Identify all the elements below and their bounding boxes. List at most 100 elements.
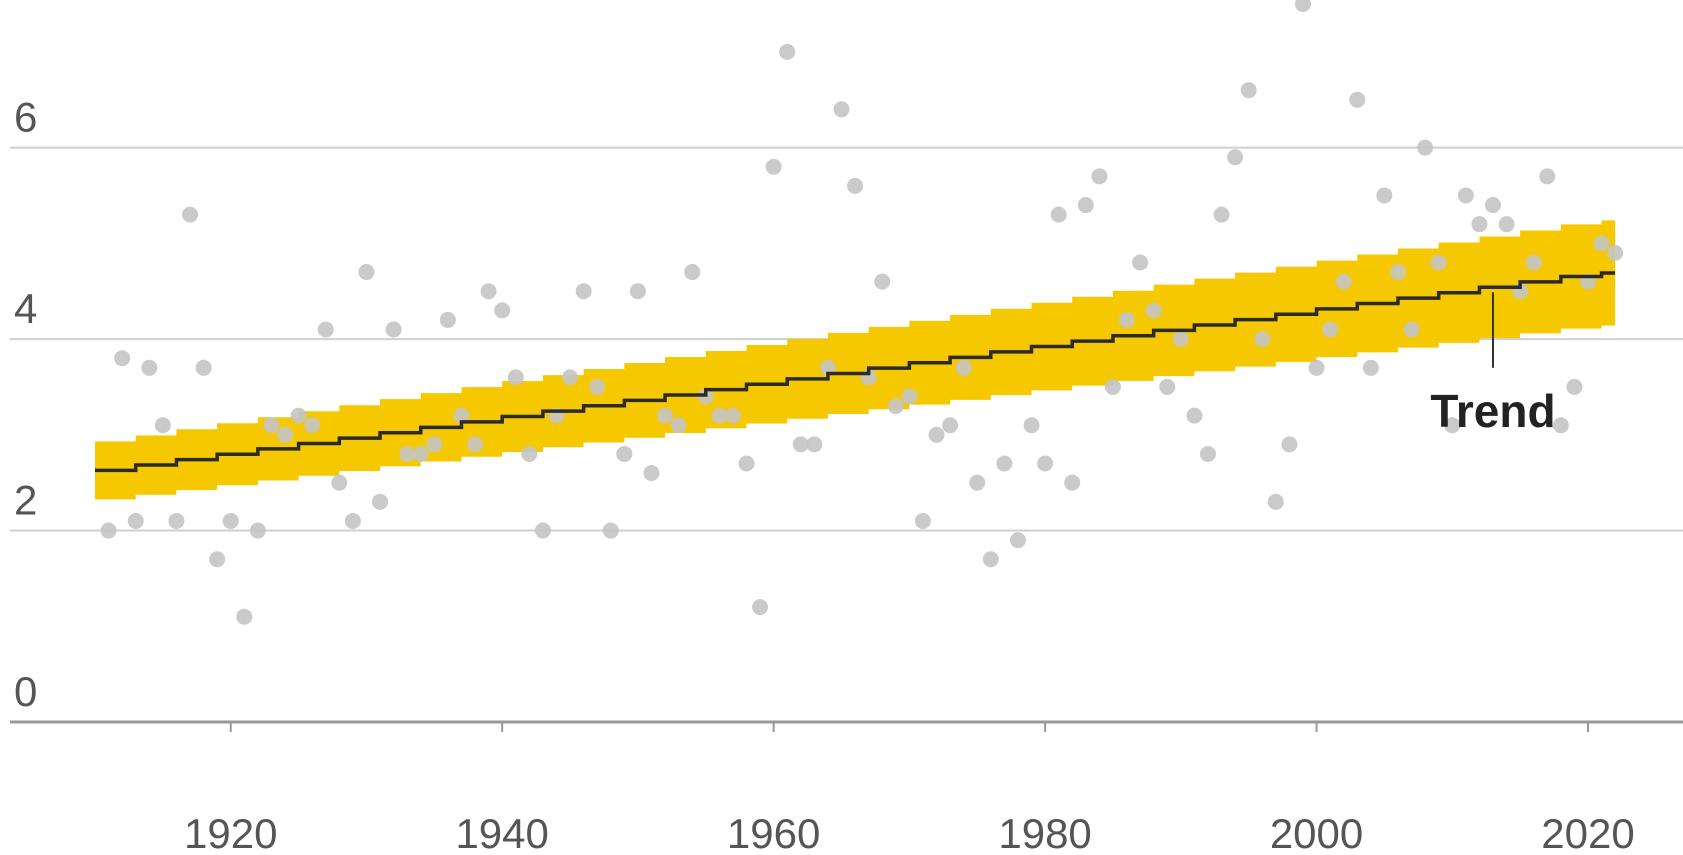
data-point	[616, 445, 633, 462]
data-point	[1186, 407, 1203, 424]
data-point	[1322, 321, 1339, 338]
trend-line	[95, 271, 1616, 473]
data-point	[1525, 254, 1542, 271]
y-tick-label: 6	[14, 94, 37, 141]
x-tick-labels: 1920 1940 1960 1980 2000 2020	[184, 722, 1635, 855]
data-point	[467, 436, 484, 453]
y-tick-label: 4	[14, 285, 37, 332]
data-point	[1104, 378, 1121, 395]
data-point	[779, 43, 796, 60]
data-point	[562, 369, 579, 386]
data-point	[304, 417, 321, 434]
data-point	[154, 417, 171, 434]
data-point	[792, 436, 809, 453]
data-point	[141, 359, 158, 376]
data-point	[684, 264, 701, 281]
trend-annotation: Trend	[1430, 292, 1556, 437]
data-point	[724, 407, 741, 424]
data-point	[439, 311, 456, 328]
data-point	[657, 407, 674, 424]
data-point	[263, 417, 280, 434]
data-point	[738, 455, 755, 472]
data-point	[1335, 273, 1352, 290]
data-point	[1118, 311, 1135, 328]
data-point	[1607, 244, 1624, 261]
data-point	[1362, 359, 1379, 376]
data-point	[195, 359, 212, 376]
data-point	[806, 436, 823, 453]
data-point	[453, 407, 470, 424]
data-point	[1077, 197, 1094, 214]
data-point	[1159, 378, 1176, 395]
trend-line-group	[95, 271, 1616, 473]
data-point	[1389, 264, 1406, 281]
data-point	[412, 445, 429, 462]
data-point	[385, 321, 402, 338]
data-point	[1064, 474, 1081, 491]
data-point	[1593, 235, 1610, 252]
data-point	[236, 608, 253, 625]
data-point	[914, 512, 931, 529]
data-point	[1227, 149, 1244, 166]
data-point	[1484, 197, 1501, 214]
data-point	[629, 283, 646, 300]
y-tick-label: 0	[14, 668, 37, 715]
data-point	[1023, 417, 1040, 434]
trend-confidence-band	[95, 220, 1616, 500]
data-point	[1308, 359, 1325, 376]
data-point	[1091, 168, 1108, 185]
x-tick-label: 1920	[184, 810, 277, 855]
data-point	[127, 512, 144, 529]
y-tick-labels: 0 2 4 6	[14, 94, 37, 715]
data-point	[1417, 139, 1434, 156]
data-point	[887, 398, 904, 415]
data-point	[1050, 206, 1067, 223]
data-point	[589, 378, 606, 395]
data-point	[344, 512, 361, 529]
data-point	[1199, 445, 1216, 462]
data-point	[575, 283, 592, 300]
data-point	[399, 445, 416, 462]
data-point	[331, 474, 348, 491]
data-point	[928, 426, 945, 443]
data-point	[1457, 187, 1474, 204]
data-point	[1145, 302, 1162, 319]
data-point	[1254, 331, 1271, 348]
x-tick-label: 2000	[1270, 810, 1363, 855]
data-point	[494, 302, 511, 319]
data-point	[222, 512, 239, 529]
data-point	[996, 455, 1013, 472]
data-point	[1498, 216, 1515, 233]
data-point	[209, 551, 226, 568]
data-point	[711, 407, 728, 424]
data-point	[1349, 91, 1366, 108]
data-point	[1539, 168, 1556, 185]
y-tick-label: 2	[14, 477, 37, 524]
data-point	[114, 350, 131, 367]
data-point	[534, 522, 551, 539]
data-point	[1009, 532, 1026, 549]
data-point	[1132, 254, 1149, 271]
data-point	[1213, 206, 1230, 223]
trend-annotation-label: Trend	[1430, 385, 1555, 437]
data-point	[969, 474, 986, 491]
data-point	[277, 426, 294, 443]
data-point	[833, 101, 850, 118]
data-point	[765, 158, 782, 175]
data-point	[847, 177, 864, 194]
data-point	[874, 273, 891, 290]
data-point	[1240, 82, 1257, 99]
data-point	[182, 206, 199, 223]
data-point	[426, 436, 443, 453]
data-point	[1471, 216, 1488, 233]
data-point	[670, 417, 687, 434]
x-tick-label: 1960	[727, 810, 820, 855]
x-tick-label: 1940	[455, 810, 548, 855]
data-point	[1444, 417, 1461, 434]
data-point	[317, 321, 334, 338]
data-point	[1403, 321, 1420, 338]
data-point	[290, 407, 307, 424]
data-point	[168, 512, 185, 529]
data-point	[521, 445, 538, 462]
